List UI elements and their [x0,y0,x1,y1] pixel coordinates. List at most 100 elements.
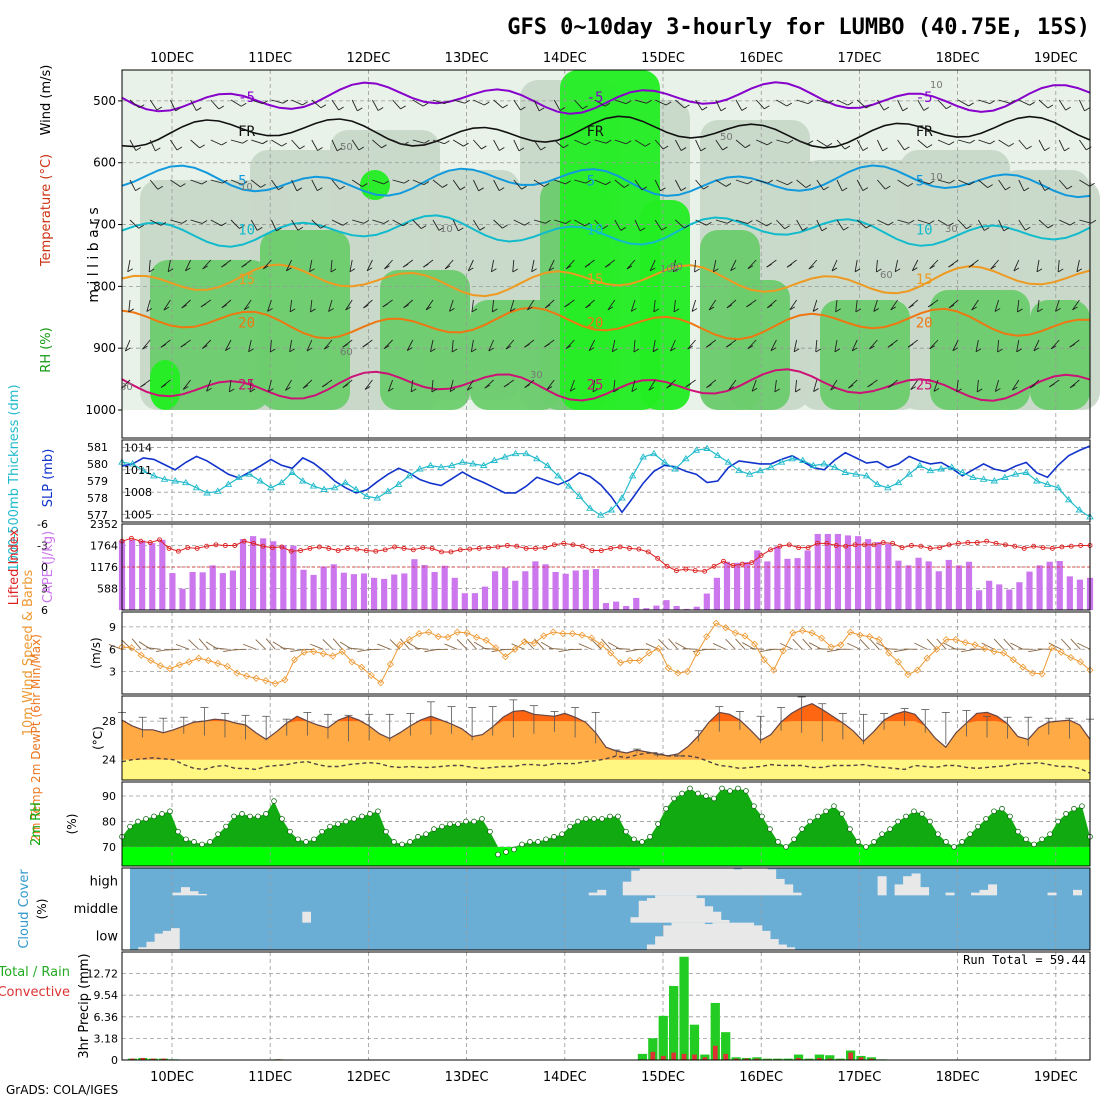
li-point [908,543,914,548]
wind-barb-feather [449,308,455,312]
wind-speed-point [664,664,672,672]
wind-barb [210,179,223,184]
cloud-level-label: high [90,875,118,890]
wind-barb [182,379,191,390]
wind-barb-feather [952,347,959,352]
wind-barb-feather [296,187,303,192]
wind-speed-point [396,641,404,649]
wind-barb [730,259,737,271]
wind-barb [331,179,341,190]
wind-barb-feather [862,147,869,151]
temperature-frame [121,695,1091,781]
precip-convective-bar [681,1053,687,1060]
wind-barb-feather [830,386,836,391]
thickness-point [448,461,456,469]
wind-barb [1013,259,1020,272]
thickness-point [182,478,190,486]
rh-contour-label: 50 [670,262,683,273]
wind-barb-feather [180,183,186,188]
wind-barb-feather [442,184,448,188]
cape-bar [149,543,156,610]
rh2m-point [927,818,933,825]
wind-barb [1018,219,1026,231]
li-point [457,547,463,553]
cloud-middle-cell [712,911,722,923]
wind-speed-point [271,680,279,688]
wind-barb [695,139,702,152]
wind-speed-point [904,671,912,679]
precip-axis-label: 3hr Precip (mm) [77,953,92,1058]
wind-barb [453,99,465,104]
wind-barb [491,299,495,312]
wind-speed-point [913,666,922,674]
isotherm-label: FR [587,124,604,140]
cape-bar [834,533,842,610]
wind-barb [249,379,252,392]
cape-bar [713,577,721,610]
isotherm-label: 15 [587,272,604,288]
li-point [467,546,473,552]
cloud-high-cell [767,869,777,896]
li-point [354,546,360,552]
wind-speed-point [703,633,711,641]
wind-barb [146,299,151,312]
wind-speed-point [319,650,327,658]
wind-barb-feather [834,348,841,353]
wind-barb [1018,139,1027,150]
wind-barb [384,259,393,270]
wind-barb-feather [747,265,754,270]
cloud-high-cell [724,868,734,896]
day-label-bottom: 10DEC [150,1070,194,1085]
wind-speed-point [568,630,577,638]
wind-barb [933,379,939,392]
wind-barb-feather [388,387,394,392]
li-point [420,545,426,551]
wind-barb-feather [705,343,712,348]
wind-barb-feather [221,141,227,146]
thickness-point [618,494,626,501]
wind-barb [513,219,525,226]
wind-barb-feather [904,146,910,151]
wind-barb [490,259,495,272]
wind-barb [286,259,293,272]
wind-barb-feather [626,265,633,270]
rh-contour-label: 30 [945,224,958,235]
wind-barb-feather [1072,306,1078,311]
rh2m-point [575,818,581,825]
wind-barb-feather [694,268,700,273]
rh2m-frame [121,781,1091,867]
rh2m-point [615,813,621,820]
wind-barb-feather [148,268,155,273]
wind-barb-feather [243,306,250,311]
isotherm-label: 10 [238,223,255,239]
wind-barb-feather [929,265,935,270]
wind-barb [917,139,928,148]
wind-barb [488,339,495,352]
cape-bar [481,586,489,610]
slp-line [121,445,1091,514]
cloud-high-cell [792,892,802,896]
thickness-tick-label: 581 [87,441,108,454]
wind-barb-feather [706,384,712,388]
rh2m-point [767,826,773,832]
day-label-bottom: 13DEC [445,1070,489,1085]
rh2m-point [167,808,173,815]
wind-barb-feather [882,147,888,152]
wind-barb-10m [645,643,659,650]
wind-barb-10m [712,643,726,650]
wind-barb-feather [383,220,390,224]
wind-barb-feather [424,139,430,144]
rh2m-point [711,795,717,802]
wind-barb [1033,339,1040,352]
wind-barb-feather [584,263,591,268]
wind-barb-feather [821,227,828,232]
wind-barb-feather [342,384,349,388]
rh-contour-label: 10 [930,172,943,183]
rh-shade-green [930,290,1030,410]
cloud-level-label: low [96,929,119,944]
li-point [1078,543,1084,548]
wind-barb-feather [648,386,655,391]
wind-barb [230,219,240,229]
isotherm-label: 20 [587,315,604,331]
